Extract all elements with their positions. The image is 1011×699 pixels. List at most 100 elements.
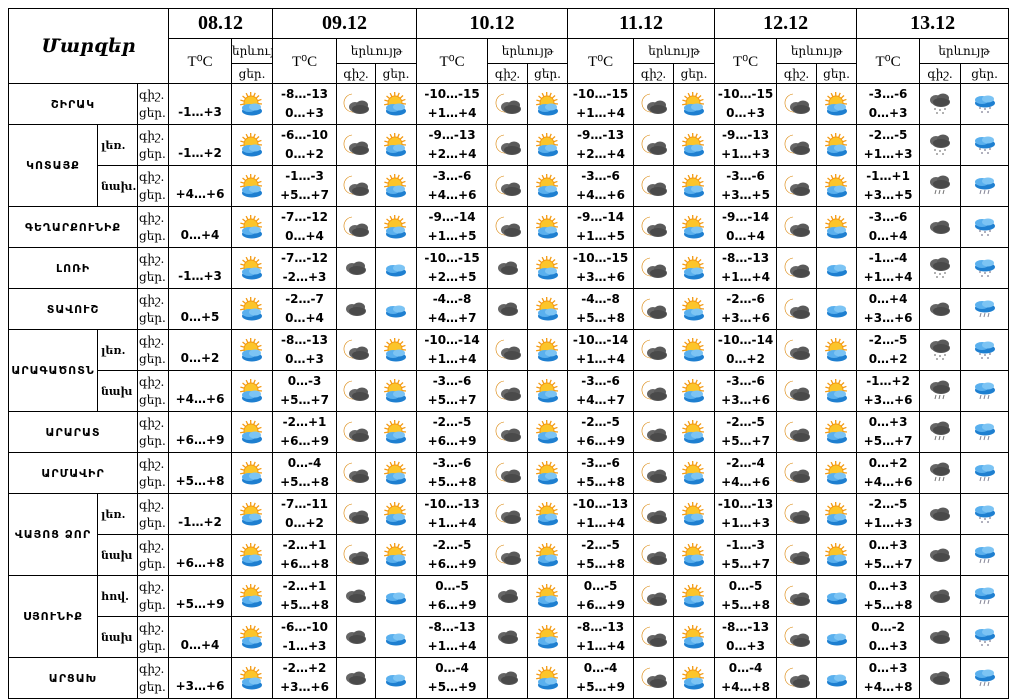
weather-icon-cell [674,412,715,453]
sun-behind-cloud-icon [674,542,714,568]
sun-behind-cloud-icon [232,91,272,117]
temperature-day: +6…+9 [273,432,336,451]
period-labels: գիշ.ցեր. [138,166,169,207]
temperature-day: +1…+5 [417,227,487,246]
temperature-day: +3…+6 [568,268,633,287]
temperature-cell: -3…-6+5…+8 [568,453,634,494]
temperature-day: +4…+8 [857,678,919,697]
weather-icon-cell [232,289,273,330]
weather-icon-cell [528,412,568,453]
subregion-name: նախ [98,371,138,412]
rain-dark-cloud-icon [920,419,960,445]
temperature-cell: 0…+3+5…+7 [857,535,920,576]
temperature-cell: -10…-14+1…+4 [417,330,488,371]
dark-cloud-icon [920,214,960,240]
weather-icon-cell [528,84,568,125]
weather-icon-cell [674,576,715,617]
temperature-day: +3…+6 [273,678,336,697]
temperature-night: -10…-15 [417,85,487,104]
region-name: ԿՈՏԱՅՔ [9,125,98,207]
cloud-icon [817,296,856,322]
moon-cloud-icon [777,255,816,281]
sun-behind-cloud-icon [817,132,856,158]
weather-icon-cell [674,371,715,412]
moon-cloud-icon [634,583,673,609]
weather-icon-cell [777,658,817,699]
temperature-day: 0…+4 [169,617,232,658]
temperature-cell: -10…-13+1…+3 [715,494,777,535]
weather-icon-cell [488,207,528,248]
sun-behind-cloud-icon [528,624,567,650]
weather-icon-cell [337,494,376,535]
period-labels: գիշ.ցեր. [138,207,169,248]
temperature-night: -2…-5 [857,331,919,350]
phenomenon-header: երևույթ [920,39,1009,64]
sun-behind-cloud-icon [817,542,856,568]
sun-behind-cloud-icon [674,665,714,691]
day-label: ցեր. [139,432,168,450]
weather-icon-cell [488,617,528,658]
weather-icon-cell [674,330,715,371]
rain-cloud-icon [961,665,1008,691]
phenomenon-header: երևույթ [337,39,417,64]
weather-icon-cell [817,658,857,699]
sun-behind-cloud-icon [376,460,416,486]
temperature-night: 0…-4 [273,454,336,473]
weather-icon-cell [817,207,857,248]
snow-cloud-icon [961,91,1008,117]
weather-icon-cell [920,248,961,289]
temperature-day: +1…+3 [857,145,919,164]
weather-icon-cell [528,617,568,658]
temperature-night: 0…-5 [715,577,776,596]
moon-cloud-icon [337,460,375,486]
temperature-night: 0…-5 [568,577,633,596]
weather-icon-cell [376,371,417,412]
weather-icon-cell [528,576,568,617]
sun-behind-cloud-icon [528,337,567,363]
region-name: ԱՐՄԱՎԻՐ [9,453,138,494]
weather-icon-cell [920,125,961,166]
sun-behind-cloud-icon [817,214,856,240]
temperature-cell: -1…+2+3…+6 [857,371,920,412]
temperature-cell: -10…-15+1…+4 [568,84,634,125]
weather-icon-cell [337,330,376,371]
weather-icon-cell [961,658,1009,699]
temperature-night: -7…-12 [273,208,336,227]
cloud-icon [376,665,416,691]
weather-icon-cell [528,371,568,412]
moon-cloud-icon [337,542,375,568]
temperature-night: -3…-6 [857,208,919,227]
temperature-cell: -3…-6+4…+7 [568,371,634,412]
weather-icon-cell [920,617,961,658]
weather-icon-cell [961,84,1009,125]
temperature-cell: -3…-6+5…+7 [417,371,488,412]
dark-cloud-icon [488,296,527,322]
period-labels: գիշ.ցեր. [138,289,169,330]
sun-behind-cloud-icon [376,378,416,404]
temperature-day: 0…+2 [715,350,776,369]
temperature-cell: -7…-12-2…+3 [273,248,337,289]
sun-behind-cloud-icon [376,337,416,363]
weather-icon-cell [777,494,817,535]
subregion-name: նախ [98,617,138,658]
temperature-day: +5…+7 [273,391,336,410]
sun-behind-cloud-icon [528,173,567,199]
temperature-night: -10…-15 [568,85,633,104]
moon-cloud-icon [777,91,816,117]
weather-icon-cell [376,289,417,330]
temperature-day: -1…+3 [169,84,232,125]
moon-cloud-icon [634,132,673,158]
snow-dark-cloud-icon [920,132,960,158]
weather-icon-cell [528,166,568,207]
day-label: ցեր. [139,145,168,163]
temperature-header: T⁰C [273,39,337,84]
temperature-day: +1…+4 [417,104,487,123]
temperature-night: -2…-5 [857,126,919,145]
temperature-cell: 0…-4+5…+8 [273,453,337,494]
temperature-day: +5…+8 [857,596,919,615]
sun-behind-cloud-icon [674,337,714,363]
